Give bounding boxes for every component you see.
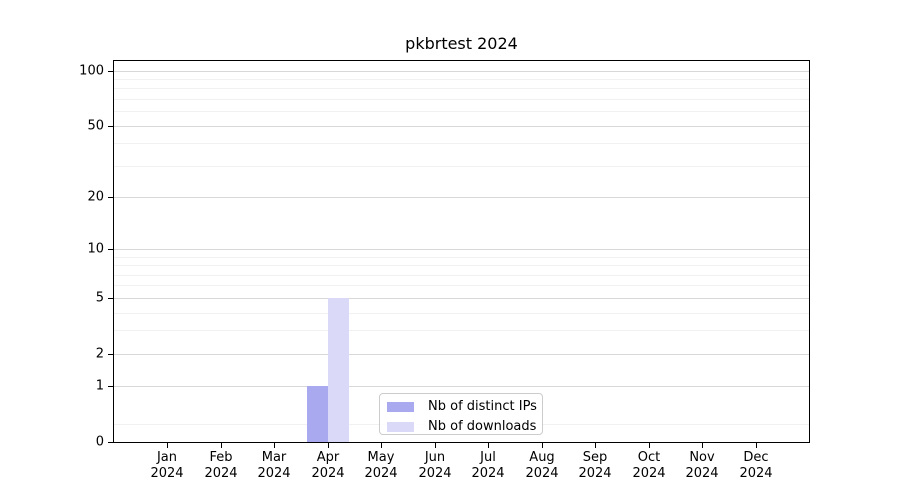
gridline-major [114,354,809,355]
bar-layer [114,61,809,442]
x-tick-label: Jan 2024 [127,450,207,482]
x-tick-year: 2024 [418,466,452,481]
x-tick-label: Nov 2024 [662,450,742,482]
y-tick-label: 20 [87,189,104,205]
x-tick-month: Jan [156,450,178,465]
y-tick-mark [108,126,113,127]
legend: Nb of distinct IPs Nb of downloads [379,393,543,435]
x-tick-label: Aug 2024 [502,450,582,482]
x-tick-year: 2024 [632,466,666,481]
gridline-minor [114,88,809,89]
x-tick-mark [167,443,168,448]
x-tick-label: Feb 2024 [181,450,261,482]
x-tick-year: 2024 [364,466,398,481]
x-tick-mark [381,443,382,448]
x-tick-year: 2024 [525,466,559,481]
x-tick-month: Jul [480,450,496,465]
x-tick-month: Dec [743,450,769,465]
gridline-major [114,298,809,299]
x-tick-year: 2024 [257,466,291,481]
gridline-major [114,126,809,127]
x-tick-month: Oct [637,450,661,465]
gridline-minor [114,330,809,331]
x-tick-mark [595,443,596,448]
x-tick-label: Apr 2024 [288,450,368,482]
x-tick-month: Jun [424,450,446,465]
y-tick-mark [108,249,113,250]
x-tick-year: 2024 [578,466,612,481]
gridline-major [114,249,809,250]
y-tick-label: 50 [87,118,104,134]
x-tick-mark [488,443,489,448]
gridline-minor [114,265,809,266]
gridline-minor [114,166,809,167]
legend-label-downloads: Nb of downloads [428,419,537,434]
x-tick-month: Sep [582,450,608,465]
y-tick-label: 2 [95,346,104,362]
legend-item-distinct-ips: Nb of distinct IPs [387,400,542,414]
gridline-minor [114,313,809,314]
legend-swatch-distinct-ips-icon [387,402,414,412]
x-tick-label: Jul 2024 [448,450,528,482]
x-tick-mark [649,443,650,448]
x-tick-label: Mar 2024 [234,450,314,482]
x-tick-mark [542,443,543,448]
x-tick-mark [274,443,275,448]
y-tick-label: 10 [87,241,104,257]
gridline-minor [114,285,809,286]
x-tick-year: 2024 [685,466,719,481]
x-tick-year: 2024 [311,466,345,481]
x-tick-label: Jun 2024 [395,450,475,482]
y-tick-label: 100 [79,63,104,79]
x-tick-month: Apr [316,450,340,465]
legend-swatch-downloads-icon [387,422,414,432]
grid-layer [114,61,809,442]
x-tick-mark [328,443,329,448]
gridline-minor [114,79,809,80]
y-tick-mark [108,354,113,355]
y-tick-label: 1 [95,378,104,394]
x-tick-month: May [367,450,395,465]
gridline-minor [114,99,809,100]
gridline-major [114,197,809,198]
x-tick-label: Dec 2024 [716,450,796,482]
x-tick-label: Oct 2024 [609,450,689,482]
bar-distinct-ips-apr [307,386,328,442]
x-tick-month: Feb [209,450,233,465]
y-tick-mark [108,386,113,387]
y-tick-mark [108,197,113,198]
bar-downloads-apr [328,298,349,442]
x-tick-mark [221,443,222,448]
gridline-minor [114,111,809,112]
gridline-major [114,71,809,72]
y-tick-mark [108,298,113,299]
gridline-minor [114,275,809,276]
gridline-minor [114,257,809,258]
x-tick-label: May 2024 [341,450,421,482]
x-tick-year: 2024 [150,466,184,481]
legend-label-distinct-ips: Nb of distinct IPs [428,399,537,414]
plot-area: Nb of distinct IPs Nb of downloads [113,60,810,443]
legend-item-downloads: Nb of downloads [387,420,542,434]
x-tick-label: Sep 2024 [555,450,635,482]
x-tick-mark [435,443,436,448]
x-tick-month: Mar [261,450,287,465]
x-tick-mark [756,443,757,448]
x-tick-mark [702,443,703,448]
y-tick-mark [108,442,113,443]
x-tick-month: Nov [689,450,715,465]
x-tick-year: 2024 [204,466,238,481]
gridline-minor [114,143,809,144]
y-tick-label: 5 [95,290,104,306]
x-tick-year: 2024 [471,466,505,481]
y-tick-label: 0 [95,434,104,450]
x-tick-year: 2024 [739,466,773,481]
x-tick-month: Aug [529,450,555,465]
gridline-major [114,386,809,387]
y-tick-mark [108,71,113,72]
chart-title: pkbrtest 2024 [405,34,518,53]
